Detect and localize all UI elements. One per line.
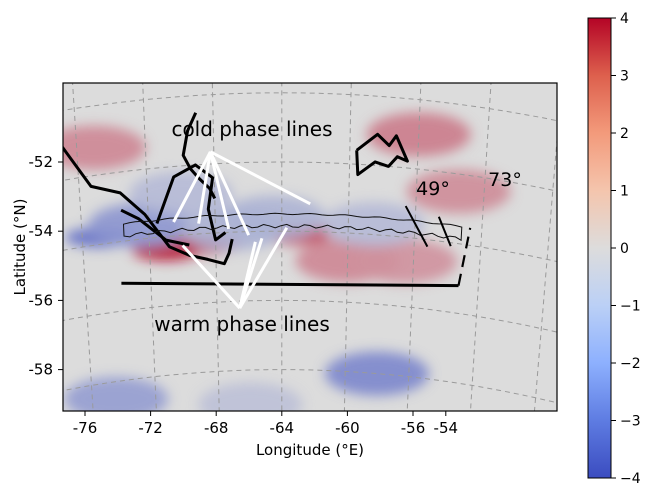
plot-frame [62,82,558,412]
y-axis: -52 -54 -56 -58 [29,153,63,379]
colorbar-tick-label: 0 [620,241,629,257]
y-tick-label: -56 [29,291,54,309]
cold-phase-line [172,151,212,223]
field-anomaly [221,195,326,240]
plot-area [63,83,557,411]
coastline [155,163,227,242]
coastlines [63,112,409,266]
meridian-line [142,83,157,411]
parallel-line [63,299,557,333]
meridian-line [72,83,94,411]
x-tick-label: -64 [270,419,295,437]
angle-reference-line [437,216,452,247]
meridian-line [406,83,422,411]
phase-lines [172,150,452,310]
y-tick-label: -58 [29,361,54,379]
domain-right-edge [457,227,472,286]
cold-phase-line [208,151,231,230]
warm-phase-line [238,237,264,309]
anomaly-field [63,112,511,411]
coastline [120,208,190,247]
field-anomaly [321,202,426,247]
coastline [63,145,234,266]
x-axis: -76 -72 -68 -64 -60 -56 -54 [73,411,458,437]
parallel-line [63,230,557,263]
x-tick-label: -76 [73,419,98,437]
coastline [355,132,409,177]
parallel-line [63,369,557,404]
colorbar-tick-label: 1 [620,184,629,200]
colorbar-tick-label: 3 [620,69,629,85]
y-axis-label: Latitude (°N) [11,199,29,296]
y-tick-label: -52 [29,153,54,171]
parallel-line [63,92,557,122]
colorbar [587,17,612,479]
field-anomaly [63,125,146,170]
field-anomaly [324,351,429,396]
colorbar-tick-label: 2 [620,126,629,142]
colorbar-tick-label: −3 [620,414,641,430]
x-tick-label: -72 [138,419,163,437]
x-tick-label: -60 [335,419,360,437]
warm-phase-label: warm phase lines [154,312,330,336]
angle-73-label: 73° [488,169,522,191]
meridian-line [211,83,220,411]
graticule [63,83,557,411]
warm-phase-line [181,244,241,310]
cold-phase-line [209,151,251,236]
field-anomaly [129,171,234,216]
meridian-line [343,83,352,411]
colorbar-tick-label: −2 [620,356,641,372]
angle-reference-line [404,205,429,248]
domain-bottom-edge [121,281,459,288]
colorbar-ticks: 4 3 2 1 0 −1 −2 −3 −4 [611,11,641,487]
field-anomaly [198,382,303,411]
x-tick-label: -56 [401,419,426,437]
cold-phase-label: cold phase lines [171,117,332,141]
x-tick-label: -54 [434,419,459,437]
colorbar-tick-label: −4 [620,471,641,484]
parallel-line [63,161,557,192]
warm-phase-line [238,226,289,309]
meridian-line [470,83,492,411]
colorbar-tick-label: −1 [620,299,641,315]
field-anomaly [64,377,169,411]
x-axis-label: Longitude (°E) [256,441,364,459]
cold-phase-line [197,151,212,224]
field-anomaly [353,239,458,284]
angle-49-label: 49° [416,178,450,200]
colorbar-tick-label: 4 [620,11,629,27]
x-tick-label: -68 [204,419,229,437]
y-tick-label: -54 [29,222,54,240]
cold-phase-line [209,150,311,206]
meridian-line [533,134,557,411]
